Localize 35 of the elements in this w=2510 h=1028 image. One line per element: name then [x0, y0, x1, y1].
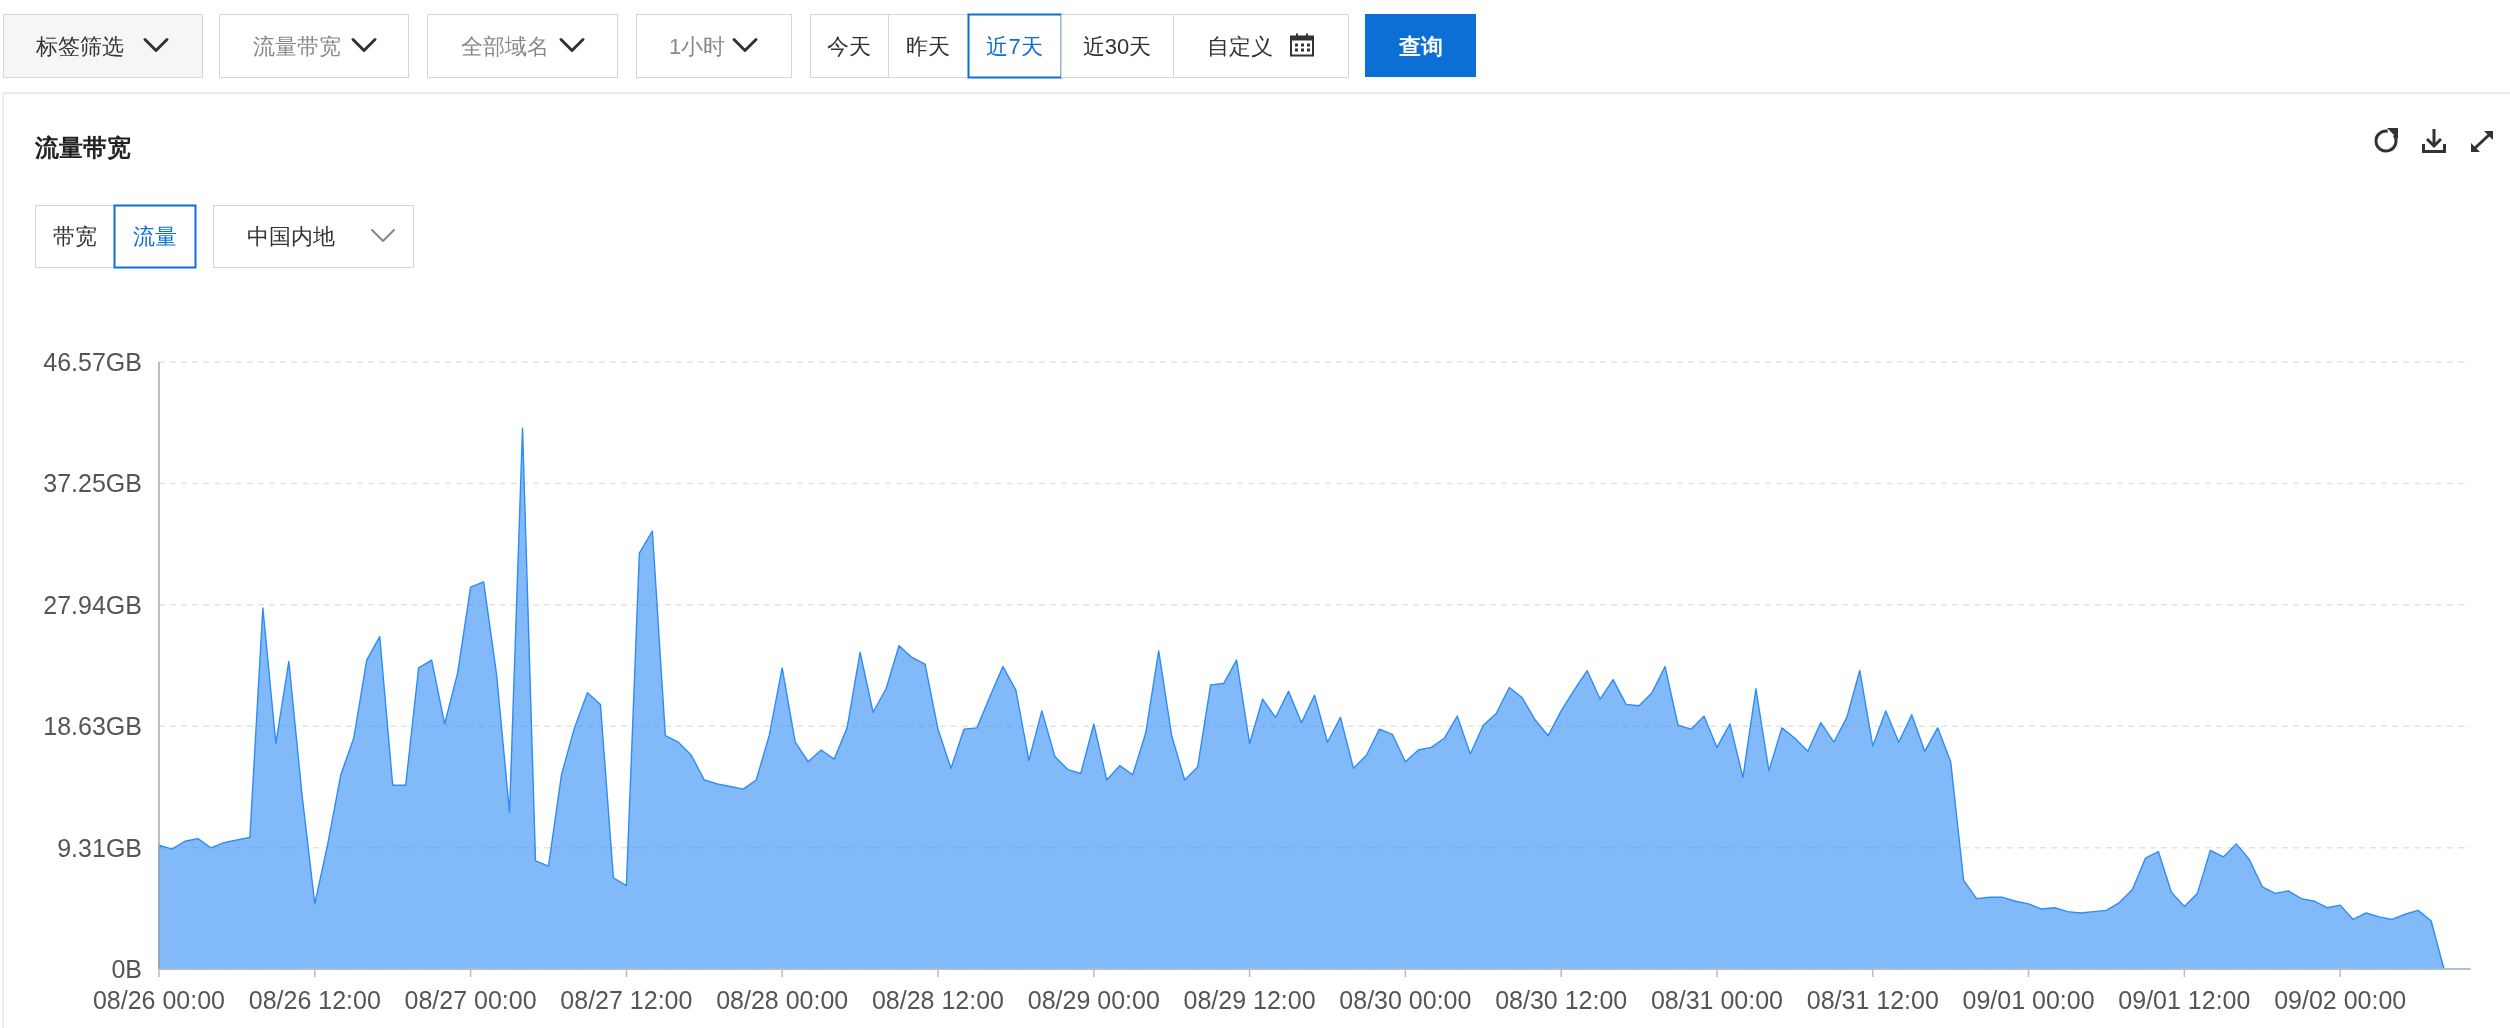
- x-tick-label: 08/29 12:00: [1183, 986, 1316, 1014]
- dropdown: 1小时: [636, 14, 792, 78]
- x-tick-label: 08/31 12:00: [1806, 986, 1939, 1014]
- x-tick-label: 08/29 00:00: [1027, 986, 1160, 1014]
- x-tick-label: 08/30 00:00: [1339, 986, 1472, 1014]
- chart-title: 流量带宽: [34, 133, 131, 161]
- x-tick-label: 08/27 12:00: [560, 986, 693, 1014]
- dropdown: 流量带宽: [219, 14, 409, 78]
- dropdown: 全部域名: [427, 14, 618, 78]
- y-tick-label: 37.25GB: [43, 469, 142, 498]
- x-tick-label: 08/31 00:00: [1650, 986, 1784, 1014]
- button: 昨天: [888, 14, 969, 78]
- button: 近30天: [1061, 14, 1174, 78]
- x-tick-label: 08/30 12:00: [1495, 986, 1628, 1014]
- x-tick-label: 09/02 00:00: [2274, 986, 2407, 1014]
- button: 带宽: [35, 205, 115, 268]
- button: 近7天: [967, 13, 1063, 79]
- dropdown: 标签筛选: [3, 14, 203, 78]
- x-tick-label: 08/28 12:00: [871, 986, 1005, 1014]
- button: 自定义: [1173, 14, 1349, 78]
- x-tick-label: 09/01 12:00: [2118, 986, 2251, 1014]
- button: 今天: [810, 14, 889, 78]
- button: 流量: [113, 204, 197, 269]
- x-tick-label: 08/28 00:00: [716, 986, 849, 1014]
- y-tick-label: 27.94GB: [43, 590, 142, 619]
- y-tick-label: 18.63GB: [43, 712, 142, 741]
- dropdown: 中国内地: [213, 205, 414, 268]
- x-tick-label: 08/26 00:00: [92, 986, 226, 1014]
- y-tick-label: 46.57GB: [43, 348, 142, 376]
- y-tick-label: 9.31GB: [57, 833, 142, 862]
- button: 查询: [1365, 14, 1476, 77]
- x-tick-label: 09/01 00:00: [1962, 986, 2095, 1014]
- x-tick-label: 08/27 00:00: [404, 986, 537, 1014]
- x-tick-label: 08/26 12:00: [248, 986, 381, 1014]
- y-tick-label: 0B: [111, 955, 142, 983]
